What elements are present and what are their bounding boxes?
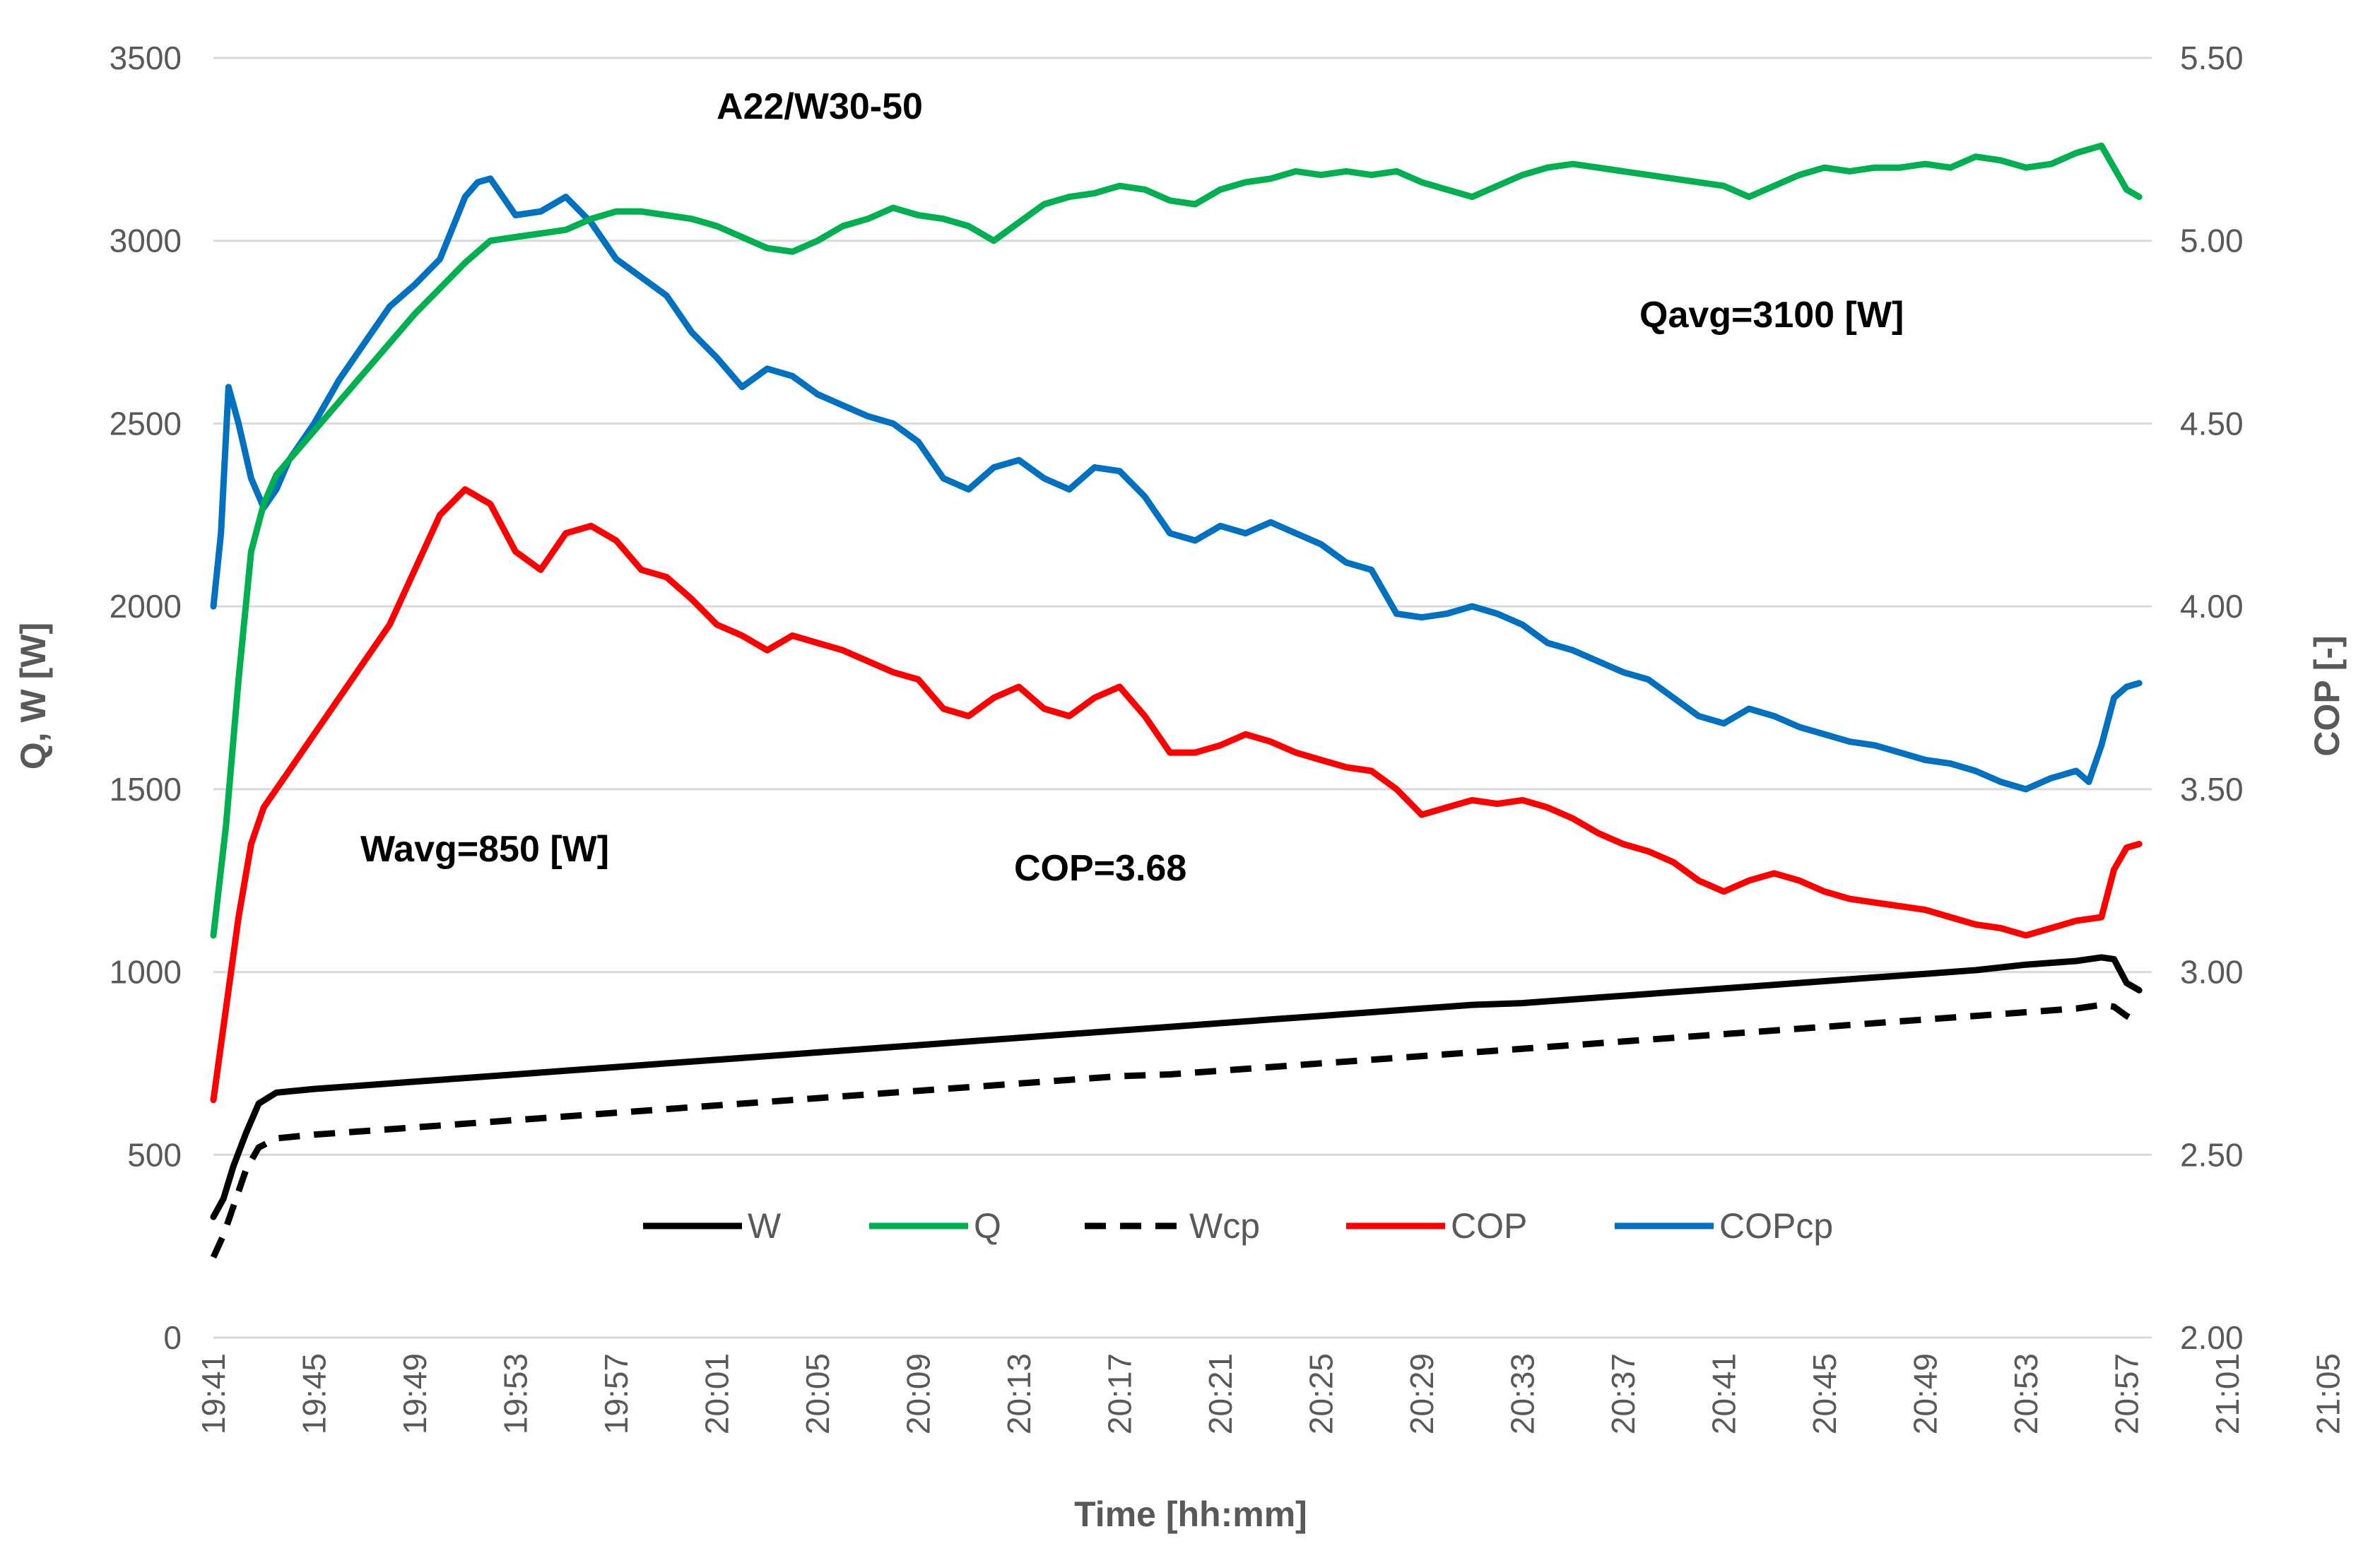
x-tick-label: 19:49 [396,1353,433,1434]
x-tick-label: 20:05 [799,1353,836,1434]
y2-tick-label: 3.50 [2180,771,2244,808]
x-tick-label: 20:17 [1101,1353,1138,1434]
y2-axis-title: COP [-] [2307,635,2347,756]
series-line-w [210,954,2143,1220]
y2-tick-label: 4.00 [2180,588,2244,625]
x-tick-label: 20:49 [1907,1353,1943,1434]
right-axis-ticks: 2.00 2.50 3.00 3.50 4.00 4.50 5.00 5.50 [2180,40,2244,1356]
annotation-qavg: Qavg=3100 [W] [1639,295,1904,336]
y-tick-label: 0 [163,1319,182,1356]
y-tick-label: 1500 [110,771,182,808]
y-axis-title: Q, W [W] [13,623,53,769]
series-line-wcp [210,1001,2141,1259]
y-tick-label: 3500 [110,40,182,76]
annotation-cop: COP=3.68 [1014,848,1186,889]
x-tick-label: 20:13 [1001,1353,1037,1434]
y2-tick-label: 5.00 [2180,223,2244,259]
y-tick-label: 2000 [110,588,182,625]
x-tick-label: 21:01 [2209,1353,2246,1434]
legend: W Q Wcp COP COPcp [643,1206,1833,1246]
y2-tick-label: 5.50 [2180,40,2244,76]
y2-tick-label: 3.00 [2180,954,2244,991]
x-tick-label: 20:25 [1302,1353,1339,1434]
x-axis-title: Time [hh:mm] [1074,1494,1307,1534]
y2-tick-label: 2.50 [2180,1136,2244,1173]
series-line-copcp [210,175,2143,793]
y-tick-label: 1000 [110,954,182,991]
x-tick-label: 20:53 [2008,1353,2044,1434]
x-tick-label: 20:33 [1504,1353,1540,1434]
x-tick-label: 20:01 [698,1353,735,1434]
legend-label-cop: COP [1451,1206,1527,1246]
left-axis-ticks: 0 500 1000 1500 2000 2500 3000 3500 [110,40,182,1356]
x-tick-label: 20:09 [900,1353,936,1434]
y-tick-label: 2500 [110,405,182,442]
annotation-wavg: Wavg=850 [W] [360,829,609,870]
chart-title: A22/W30-50 [717,86,923,127]
x-tick-label: 20:37 [1605,1353,1642,1434]
series-lines [210,142,2143,1259]
legend-label-copcp: COPcp [1719,1206,1833,1246]
x-tick-label: 20:45 [1806,1353,1843,1434]
legend-label-q: Q [974,1206,1001,1246]
x-tick-label: 19:57 [598,1353,635,1434]
legend-label-w: W [748,1206,782,1246]
x-tick-label: 20:41 [1705,1353,1742,1434]
x-tick-label: 19:45 [295,1353,332,1434]
x-tick-label: 19:53 [497,1353,534,1434]
y2-tick-label: 4.50 [2180,405,2244,442]
series-line-q [210,142,2143,939]
legend-label-wcp: Wcp [1189,1206,1260,1246]
gridlines [213,57,2152,1339]
x-tick-label: 20:21 [1202,1353,1239,1434]
series-line-cop [210,486,2143,1104]
y-tick-label: 500 [127,1136,182,1173]
x-tick-label: 19:41 [195,1353,232,1434]
x-tick-label: 21:05 [2309,1353,2346,1434]
x-axis-ticks: 19:41 19:45 19:49 19:53 19:57 20:01 20:05 20:09… [195,1353,2346,1434]
x-tick-label: 20:57 [2108,1353,2145,1434]
y-tick-label: 3000 [110,223,182,259]
x-tick-label: 20:29 [1403,1353,1440,1434]
y2-tick-label: 2.00 [2180,1319,2244,1356]
